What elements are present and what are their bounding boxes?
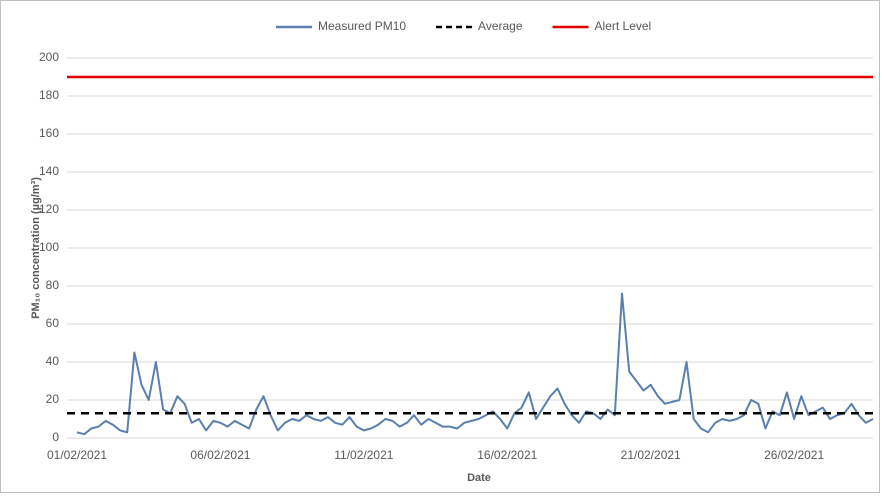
x-axis-title: Date — [467, 472, 491, 484]
y-tick-label: 100 — [39, 240, 59, 254]
y-tick-label: 60 — [46, 316, 60, 330]
x-tick-label: 21/02/2021 — [621, 448, 681, 462]
y-tick-label: 20 — [46, 392, 60, 406]
y-tick-label: 160 — [39, 126, 59, 140]
legend-label: Average — [478, 19, 523, 33]
x-tick-label: 06/02/2021 — [190, 448, 250, 462]
y-tick-label: 80 — [46, 278, 60, 292]
y-tick-label: 180 — [39, 88, 59, 102]
x-tick-label: 16/02/2021 — [477, 448, 537, 462]
y-tick-label: 0 — [52, 430, 59, 444]
y-tick-label: 140 — [39, 164, 59, 178]
x-tick-label: 01/02/2021 — [47, 448, 107, 462]
x-tick-label: 26/02/2021 — [764, 448, 824, 462]
data-line — [76, 292, 874, 436]
legend-label: Measured PM10 — [318, 19, 406, 33]
y-tick-label: 120 — [39, 202, 59, 216]
x-tick-label: 11/02/2021 — [334, 448, 393, 462]
y-tick-label: 200 — [39, 50, 59, 64]
legend-label: Alert Level — [595, 19, 652, 33]
y-axis-title: PM₁₀ concentration (µg/m³) — [30, 177, 42, 319]
chart-frame — [0, 0, 880, 493]
y-tick-label: 40 — [46, 354, 60, 368]
